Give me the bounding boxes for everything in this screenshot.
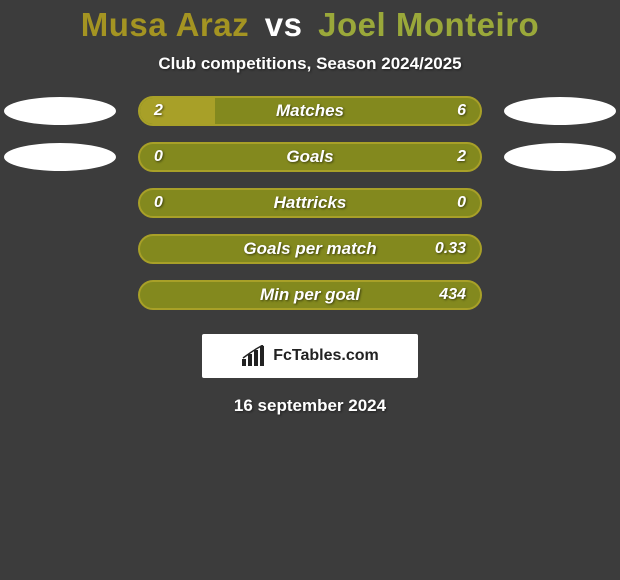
stat-value-right: 0 <box>457 194 466 212</box>
subtitle: Club competitions, Season 2024/2025 <box>0 54 620 74</box>
stat-bar: Goals per match0.33 <box>138 234 482 264</box>
stat-label: Min per goal <box>140 285 480 305</box>
stat-value-left: 0 <box>154 148 163 166</box>
stat-row: Matches26 <box>0 96 620 126</box>
stat-bar: Goals0 2 <box>138 142 482 172</box>
player2-name: Joel Monteiro <box>318 6 539 43</box>
stat-value-right: 2 <box>457 148 466 166</box>
logo-bars-icon <box>241 345 267 367</box>
page-title: Musa Araz vs Joel Monteiro <box>0 6 620 44</box>
stat-bar: Min per goal434 <box>138 280 482 310</box>
logo-box[interactable]: FcTables.com <box>202 334 418 378</box>
stat-rows: Matches26Goals02Hattricks00Goals per mat… <box>0 96 620 326</box>
stat-value-right: 434 <box>439 286 466 304</box>
bar-fill-left <box>140 98 215 124</box>
stat-label: Goals per match <box>140 239 480 259</box>
comparison-card: Musa Araz vs Joel Monteiro Club competit… <box>0 0 620 580</box>
stat-row: Goals per match0.33 <box>0 234 620 264</box>
club-oval-right <box>504 143 616 171</box>
stat-row: Goals0 2 <box>0 142 620 172</box>
stat-value-right: 0.33 <box>435 240 466 258</box>
stat-row: Min per goal434 <box>0 280 620 310</box>
date: 16 september 2024 <box>0 396 620 416</box>
stat-value-right: 6 <box>457 102 466 120</box>
stat-bar: Matches26 <box>138 96 482 126</box>
club-oval-left <box>4 143 116 171</box>
stat-value-left: 0 <box>154 194 163 212</box>
logo-text: FcTables.com <box>273 347 379 365</box>
stat-label: Hattricks <box>140 193 480 213</box>
club-oval-right <box>504 97 616 125</box>
stat-label: Goals <box>140 147 480 167</box>
club-oval-left <box>4 97 116 125</box>
player1-name: Musa Araz <box>81 6 249 43</box>
logo: FcTables.com <box>241 345 379 367</box>
stat-bar: Hattricks0 0 <box>138 188 482 218</box>
vs-separator: vs <box>265 6 303 43</box>
stat-row: Hattricks0 0 <box>0 188 620 218</box>
